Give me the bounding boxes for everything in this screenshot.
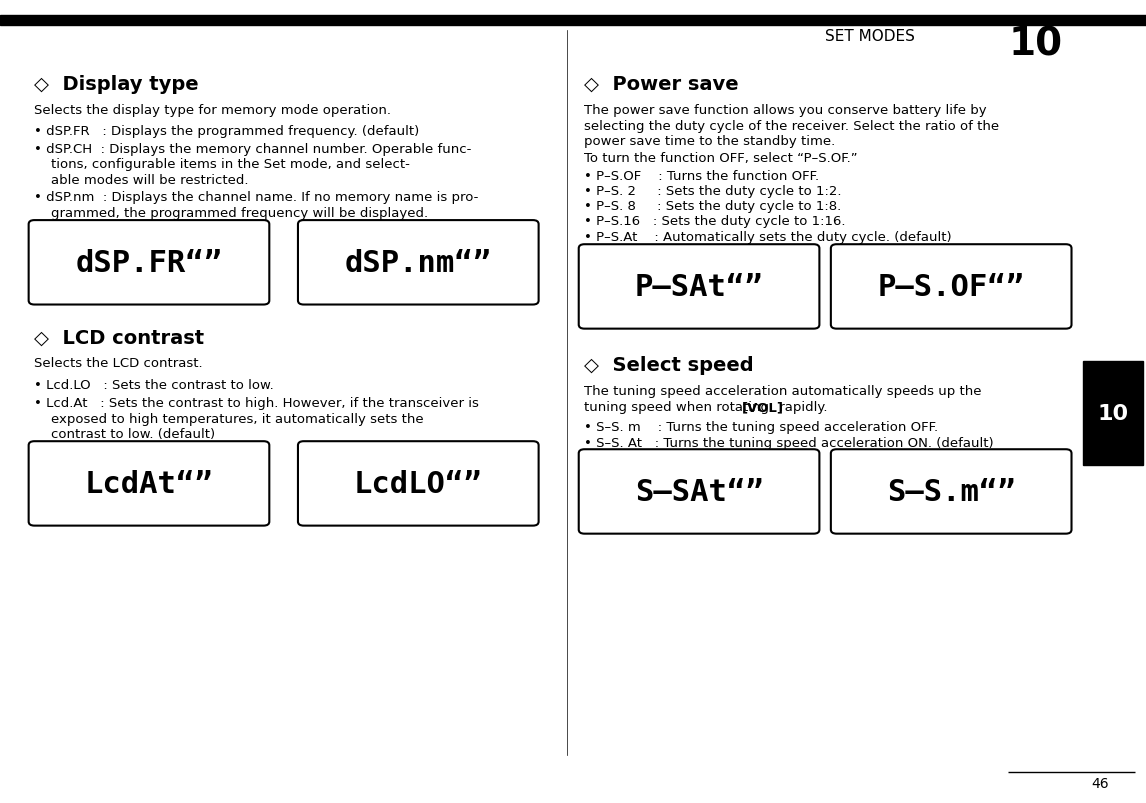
Bar bbox=[0, 16, 1146, 26]
Text: SET MODES: SET MODES bbox=[825, 29, 915, 43]
Text: ◇  Select speed: ◇ Select speed bbox=[584, 356, 754, 375]
Text: contrast to low. (default): contrast to low. (default) bbox=[34, 428, 215, 441]
FancyBboxPatch shape bbox=[29, 221, 269, 305]
Text: • P–S.16   : Sets the duty cycle to 1:16.: • P–S.16 : Sets the duty cycle to 1:16. bbox=[584, 215, 846, 228]
Text: tions, configurable items in the Set mode, and select-: tions, configurable items in the Set mod… bbox=[34, 158, 410, 171]
Text: exposed to high temperatures, it automatically sets the: exposed to high temperatures, it automat… bbox=[34, 413, 424, 426]
Text: • Lcd.At   : Sets the contrast to high. However, if the transceiver is: • Lcd.At : Sets the contrast to high. Ho… bbox=[34, 397, 479, 410]
Text: tuning speed when rotating: tuning speed when rotating bbox=[584, 401, 774, 414]
FancyBboxPatch shape bbox=[579, 245, 819, 329]
Text: • S–S. At   : Turns the tuning speed acceleration ON. (default): • S–S. At : Turns the tuning speed accel… bbox=[584, 436, 994, 449]
Text: 10: 10 bbox=[1008, 25, 1062, 63]
Text: • dSP.CH  : Displays the memory channel number. Operable func-: • dSP.CH : Displays the memory channel n… bbox=[34, 143, 472, 156]
Text: LcdLO“”: LcdLO“” bbox=[354, 469, 482, 499]
Text: ◇  LCD contrast: ◇ LCD contrast bbox=[34, 328, 204, 347]
Text: S–SAt“”: S–SAt“” bbox=[635, 477, 763, 507]
Text: rapidly.: rapidly. bbox=[776, 401, 829, 414]
Text: power save time to the standby time.: power save time to the standby time. bbox=[584, 135, 835, 148]
Text: dSP.FR“”: dSP.FR“” bbox=[76, 248, 222, 278]
Text: • P–S.OF    : Turns the function OFF.: • P–S.OF : Turns the function OFF. bbox=[584, 169, 819, 182]
Text: selecting the duty cycle of the receiver. Select the ratio of the: selecting the duty cycle of the receiver… bbox=[584, 120, 999, 132]
FancyBboxPatch shape bbox=[298, 221, 539, 305]
Text: 46: 46 bbox=[1091, 776, 1109, 790]
Text: Selects the display type for memory mode operation.: Selects the display type for memory mode… bbox=[34, 104, 392, 117]
Text: P–SAt“”: P–SAt“” bbox=[635, 272, 763, 302]
FancyBboxPatch shape bbox=[29, 442, 269, 526]
Text: • P–S. 8     : Sets the duty cycle to 1:8.: • P–S. 8 : Sets the duty cycle to 1:8. bbox=[584, 200, 841, 213]
Text: ◇  Display type: ◇ Display type bbox=[34, 75, 199, 94]
Text: • dSP.FR   : Displays the programmed frequency. (default): • dSP.FR : Displays the programmed frequ… bbox=[34, 124, 419, 137]
Text: [VOL]: [VOL] bbox=[743, 401, 784, 414]
Text: • P–S.At    : Automatically sets the duty cycle. (default): • P–S.At : Automatically sets the duty c… bbox=[584, 230, 952, 243]
Text: LcdAt“”: LcdAt“” bbox=[85, 469, 213, 499]
Bar bbox=[1083, 361, 1143, 466]
FancyBboxPatch shape bbox=[831, 450, 1072, 534]
Text: To turn the function OFF, select “P–S.OF.”: To turn the function OFF, select “P–S.OF… bbox=[584, 152, 858, 165]
Text: ◇  Power save: ◇ Power save bbox=[584, 75, 739, 94]
FancyBboxPatch shape bbox=[579, 450, 819, 534]
Text: P–S.OF“”: P–S.OF“” bbox=[878, 272, 1025, 302]
Text: able modes will be restricted.: able modes will be restricted. bbox=[34, 173, 249, 186]
Text: The tuning speed acceleration automatically speeds up the: The tuning speed acceleration automatica… bbox=[584, 385, 982, 397]
FancyBboxPatch shape bbox=[298, 442, 539, 526]
Text: dSP.nm“”: dSP.nm“” bbox=[345, 248, 492, 278]
Text: • P–S. 2     : Sets the duty cycle to 1:2.: • P–S. 2 : Sets the duty cycle to 1:2. bbox=[584, 185, 842, 198]
Text: • Lcd.LO   : Sets the contrast to low.: • Lcd.LO : Sets the contrast to low. bbox=[34, 379, 274, 392]
FancyBboxPatch shape bbox=[831, 245, 1072, 329]
Text: S–S.m“”: S–S.m“” bbox=[887, 477, 1015, 507]
Text: • S–S. m    : Turns the tuning speed acceleration OFF.: • S–S. m : Turns the tuning speed accele… bbox=[584, 421, 939, 434]
Text: Selects the LCD contrast.: Selects the LCD contrast. bbox=[34, 357, 203, 369]
Text: • dSP.nm  : Displays the channel name. If no memory name is pro-: • dSP.nm : Displays the channel name. If… bbox=[34, 191, 479, 204]
Text: grammed, the programmed frequency will be displayed.: grammed, the programmed frequency will b… bbox=[34, 206, 429, 219]
Text: The power save function allows you conserve battery life by: The power save function allows you conse… bbox=[584, 104, 987, 117]
Text: 10: 10 bbox=[1097, 404, 1129, 423]
